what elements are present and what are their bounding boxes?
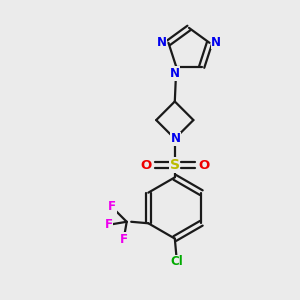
Text: O: O — [198, 159, 209, 172]
Text: N: N — [211, 36, 221, 49]
Text: F: F — [105, 218, 113, 231]
Text: N: N — [170, 133, 180, 146]
Text: F: F — [108, 200, 116, 213]
Text: F: F — [120, 233, 128, 246]
Text: O: O — [140, 159, 151, 172]
Text: N: N — [157, 36, 167, 49]
Text: Cl: Cl — [170, 256, 183, 268]
Text: S: S — [170, 158, 180, 172]
Text: N: N — [170, 67, 180, 80]
